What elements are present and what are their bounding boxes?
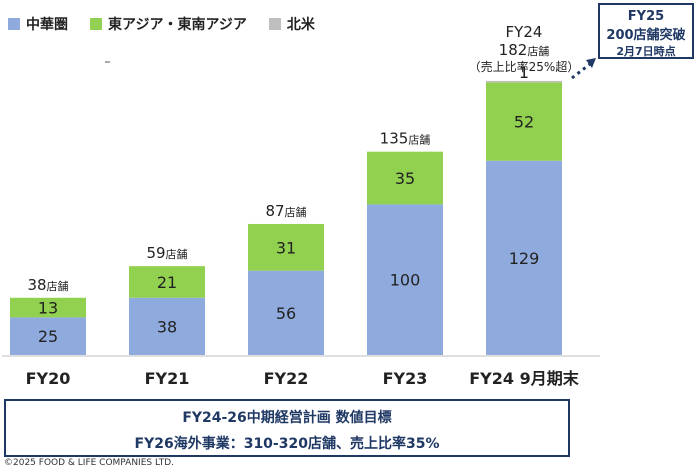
category-label: FY20 [26, 369, 71, 388]
bar-segment-FY21-0 [129, 297, 205, 355]
legend-label-china: 中華圏 [26, 17, 68, 33]
bar-value-label: 56 [276, 304, 296, 323]
bar-segment-FY22-1 [248, 223, 324, 271]
stacked-bar-chart: 25 13 FY20 38店舗 38 21 FY21 59店舗 56 31 FY22 87店舗 100 3… [2, 23, 600, 388]
fy24-header-label: FY24 [506, 23, 543, 41]
total-label: 135店舗 [380, 130, 431, 148]
legend-swatch-china [8, 18, 20, 30]
copyright: ©2025 FOOD & LIFE COMPANIES LTD. [4, 458, 175, 468]
category-label: FY24 9月期末 [469, 369, 579, 388]
category-label: FY21 [145, 369, 190, 388]
mid-term-plan-box: FY24-26中期経営計画 数値目標 FY26海外事業：310-320店舗、売上… [4, 399, 570, 457]
bar-segment-FY24-9月期末-0 [486, 160, 562, 355]
bar-segment-FY23-1 [367, 151, 443, 205]
legend-item-china: 中華圏 [8, 14, 68, 34]
plan-line2: FY26海外事業：310-320店舗、売上比率35% [134, 436, 440, 452]
bar-value-label: 129 [509, 249, 540, 268]
bar-value-label: 35 [395, 169, 415, 188]
bar-segment-FY24-9月期末-2 [486, 80, 562, 83]
category-label: FY22 [264, 369, 309, 388]
legend-item-east-asia: 東アジア・東南アジア [90, 14, 247, 34]
legend-swatch-north-america [268, 18, 281, 30]
callout-line3: 2月7日時点 [616, 45, 676, 58]
fy24-note-label: （売上比率25%超） [469, 59, 580, 74]
total-label: 87店舗 [265, 202, 306, 220]
legend-label-north-america: 北米 [286, 17, 315, 33]
plan-line1: FY24-26中期経営計画 数値目標 [182, 410, 392, 426]
bar-value-label: 100 [390, 271, 421, 290]
bar-value-label: 13 [38, 299, 58, 318]
bar-segment-FY21-1 [129, 266, 205, 298]
bar-value-label: 52 [514, 113, 534, 132]
callout-arrow-head [586, 58, 596, 68]
bar-value-label: 25 [38, 327, 58, 346]
bar-segment-FY22-0 [248, 270, 324, 355]
fy25-callout: FY25 200店舗突破 2月7日時点 [598, 3, 694, 59]
total-label: 38店舗 [27, 276, 68, 294]
callout-line2: 200店舗突破 [606, 28, 686, 43]
bar-segment-FY20-0 [10, 317, 86, 355]
bar-segment-FY23-0 [367, 204, 443, 355]
bar-value-label: 38 [157, 317, 177, 336]
callout-line1: FY25 [627, 9, 665, 24]
bar-segment-FY20-1 [10, 297, 86, 318]
bar-value-label: 1 [519, 63, 529, 82]
legend-label-east-asia: 東アジア・東南アジア [108, 17, 247, 33]
bar-value-label: 31 [276, 238, 296, 257]
bar-segment-FY24-9月期末-1 [486, 82, 562, 161]
legend-item-north-america: 北米 [268, 14, 315, 34]
category-label: FY23 [383, 369, 428, 388]
legend: 中華圏 東アジア・東南アジア 北米 [8, 14, 315, 34]
bar-value-label: 21 [157, 273, 177, 292]
total-label: 59店舗 [146, 244, 187, 262]
total-label: 182店舗 [499, 41, 550, 59]
legend-swatch-east-asia [90, 18, 102, 30]
